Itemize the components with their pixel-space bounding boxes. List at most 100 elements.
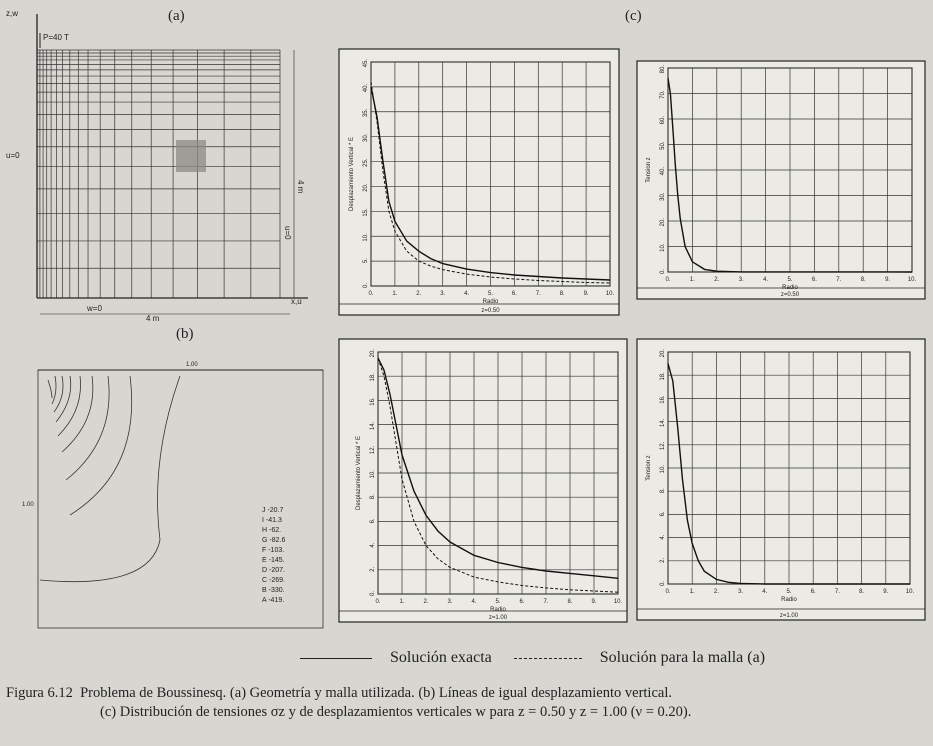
x-tick-label: 0. — [375, 599, 380, 605]
y-tick-label: 20. — [370, 349, 376, 358]
y-tick-label: 80. — [660, 65, 666, 74]
chart-displacement-z050: 0. 1. 2. 3. 4. 5. 6. 7. 8. 9. 10. 0. 5. 10. 15. 20. 25. 3… — [338, 48, 620, 316]
x-tick-label: 0. — [665, 277, 670, 283]
legend-exact-label: Solución exacta — [390, 649, 492, 666]
y-tick-label: 25. — [363, 158, 369, 167]
x-axis-label: Radio — [490, 607, 506, 613]
chart-subtitle: z=0.50 — [781, 292, 800, 298]
contour-line — [65, 375, 110, 481]
x-tick-label: 4. — [763, 277, 768, 283]
x-tick-label: 5. — [488, 291, 493, 297]
y-tick-label: 40. — [363, 84, 369, 93]
width-dim-label: 4 m — [146, 314, 160, 323]
x-tick-label: 10. — [906, 589, 915, 595]
x-tick-label: 10. — [606, 291, 615, 297]
figure-caption: Figura 6.12 Problema de Boussinesq. (a) … — [6, 684, 931, 722]
y-tick-label: 0. — [370, 591, 376, 596]
y-tick-label: 0. — [660, 269, 666, 274]
y-tick-label: 35. — [363, 108, 369, 117]
series-line-exact — [370, 86, 611, 281]
y-tick-label: 18. — [370, 373, 376, 382]
legend-solid-swatch — [300, 657, 372, 659]
contour-legend: J -20.7 I -41.3 H -62. G -82.6 F -103. E… — [262, 507, 285, 604]
y-tick-label: 0. — [363, 283, 369, 288]
y-tick-label: 8. — [370, 494, 376, 499]
y-tick-label: 2. — [660, 557, 666, 562]
x-tick-label: 8. — [560, 291, 565, 297]
chart-stress-z100: 0. 1. 2. 3. 4. 5. 6. 7. 8. 9. 10. 0. 2. 4. 6. 8. 10. 12. 1… — [636, 338, 926, 621]
panel-a-label: (a) — [168, 8, 185, 24]
y-tick-label: 16. — [660, 395, 666, 404]
chart-subtitle: z=1.00 — [489, 615, 508, 621]
x-tick-label: 1. — [690, 277, 695, 283]
chart-frame — [338, 48, 620, 316]
contour-line — [47, 379, 53, 399]
y-tick-label: 30. — [660, 192, 666, 201]
y-tick-label: 16. — [370, 397, 376, 406]
y-tick-label: 8. — [660, 488, 666, 493]
y-axis-label: Tension z — [646, 157, 652, 182]
y-tick-label: 45. — [363, 59, 369, 68]
legend-dashed-swatch — [513, 657, 582, 659]
y-tick-label: 14. — [370, 421, 376, 430]
caption-figure-number: Figura 6.12 — [6, 685, 73, 701]
y-tick-label: 50. — [660, 141, 666, 150]
chart-frame — [338, 338, 628, 623]
panel-a-mesh: z,w P=40 T u=0 4 m u=0 w=0 4 m x,u — [6, 9, 308, 323]
x-tick-label: 10. — [908, 277, 917, 283]
panel-b-label: (b) — [176, 326, 194, 342]
contour-line — [53, 375, 64, 413]
x-tick-label: 3. — [447, 599, 452, 605]
contour-line — [57, 375, 81, 437]
y-tick-label: 60. — [660, 116, 666, 125]
x-tick-label: 2. — [714, 589, 719, 595]
x-tick-label: 1. — [392, 291, 397, 297]
x-tick-label: 6. — [811, 589, 816, 595]
y-tick-label: 20. — [363, 183, 369, 192]
x-tick-label: 10. — [614, 599, 623, 605]
y-axis-label: Desplazamiento Vertical * E — [349, 137, 355, 211]
contour-legend-item: F -103. — [262, 547, 284, 554]
y-tick-label: 15. — [363, 208, 369, 217]
y-tick-label: 40. — [660, 167, 666, 176]
y-tick-label: 70. — [660, 90, 666, 99]
x-tick-label: 7. — [543, 599, 548, 605]
x-tick-label: 3. — [739, 277, 744, 283]
x-tick-label: 1. — [399, 599, 404, 605]
bc-left-label: u=0 — [6, 151, 20, 160]
y-tick-label: 5. — [363, 258, 369, 263]
y-tick-label: 18. — [660, 372, 666, 381]
y-tick-label: 6. — [660, 511, 666, 516]
x-axis-label: Radio — [782, 285, 798, 291]
x-axis-label: Radio — [781, 597, 797, 603]
load-label: P=40 T — [43, 33, 69, 42]
x-tick-label: 5. — [495, 599, 500, 605]
legend-mesh-label: Solución para la malla (a) — [599, 649, 766, 666]
x-tick-label: 8. — [859, 589, 864, 595]
contour-legend-item: B -330. — [262, 587, 285, 594]
chart-stress-z050: 0. 1. 2. 3. 4. 5. 6. 7. 8. 9. 10. 0. 10. 20. 30. 40. 50.… — [636, 60, 926, 300]
x-tick-label: 6. — [512, 291, 517, 297]
chart-frame — [636, 60, 926, 300]
caption-line-1: Figura 6.12 Problema de Boussinesq. (a) … — [6, 684, 931, 703]
y-axis-label: Tension z — [646, 455, 652, 480]
contour-legend-item: E -145. — [262, 557, 285, 564]
bc-bottom-label: w=0 — [86, 304, 102, 313]
y-tick-label: 30. — [363, 133, 369, 142]
x-tick-label: 2. — [423, 599, 428, 605]
y-tick-label: 2. — [370, 566, 376, 571]
x-tick-label: 6. — [519, 599, 524, 605]
y-tick-label: 10. — [363, 233, 369, 242]
contour-legend-item: C -269. — [262, 577, 285, 584]
contour-line — [61, 375, 94, 453]
x-tick-label: 5. — [786, 589, 791, 595]
x-axis-label: Radio — [483, 299, 499, 305]
x-tick-label: 3. — [738, 589, 743, 595]
chart-subtitle: z=0.50 — [481, 308, 500, 314]
height-dim-label: 4 m — [296, 180, 305, 194]
contour-line — [39, 375, 181, 583]
series-line-exact — [667, 78, 913, 273]
axis-zw-label: z,w — [6, 9, 18, 18]
mesh-lines — [36, 49, 281, 299]
y-tick-label: 12. — [370, 445, 376, 454]
